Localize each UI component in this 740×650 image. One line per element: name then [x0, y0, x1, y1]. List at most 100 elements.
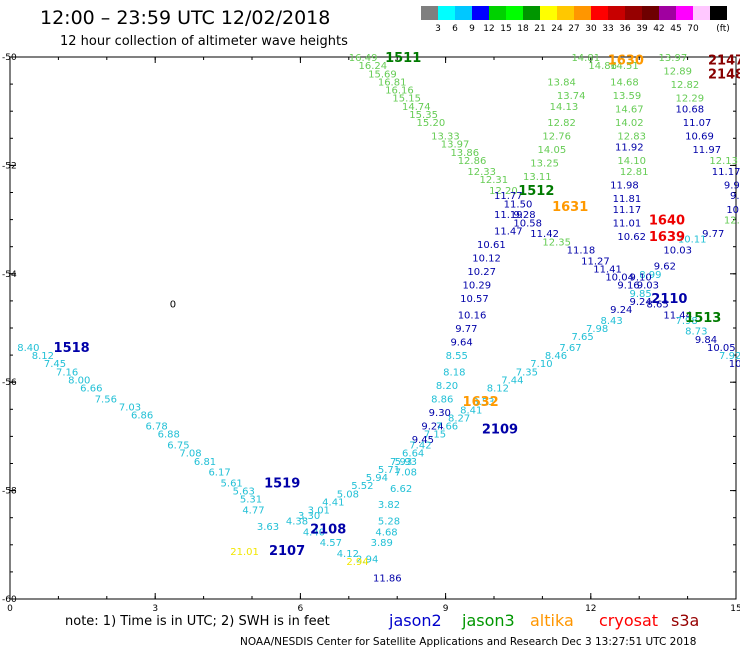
swh-value: 11.47: [494, 226, 523, 237]
colorbar-label: 36: [619, 24, 631, 34]
pass-label: 1511: [385, 51, 421, 66]
swh-value: 12.86: [458, 156, 487, 167]
y-tick-label: -58: [2, 487, 17, 497]
swh-value: 4.41: [322, 497, 344, 508]
swh-value: 4.77: [242, 506, 264, 517]
swh-value: 12.13: [709, 156, 738, 167]
swh-value: 7.93: [390, 457, 412, 468]
swh-value: 9.85: [630, 289, 652, 300]
swh-value: 7.67: [559, 343, 581, 354]
swh-value: 7.35: [516, 367, 538, 378]
pass-label: 1640: [649, 214, 685, 229]
swh-value: 10.62: [617, 232, 646, 243]
swh-value: 11.17: [712, 167, 740, 178]
satellite-altika: altika: [530, 611, 574, 630]
data-points: 16.4916.2415.6916.8116.1615.1514.7415.35…: [17, 53, 740, 584]
colorbar-label: 3: [435, 24, 441, 34]
swh-value: 8.86: [431, 394, 453, 405]
swh-value: 16.16: [385, 86, 414, 97]
colorbar-label: 9: [469, 24, 475, 34]
swh-value: 9.9: [724, 180, 740, 191]
swh-value: 12.82: [671, 80, 700, 91]
swh-value: 3.01: [308, 506, 330, 517]
swh-value: 13.97: [659, 53, 688, 64]
colorbar-swatch: [506, 6, 523, 20]
pass-label: 1639: [649, 230, 685, 245]
colorbar-label: (ft): [716, 24, 730, 34]
pass-label: 1631: [552, 200, 588, 215]
swh-value: 5.28: [378, 516, 400, 527]
colorbar-swatch: [455, 6, 472, 20]
swh-value: 13.74: [557, 91, 586, 102]
swh-value: 11.44: [663, 310, 692, 321]
swh-value: 8.18: [443, 367, 465, 378]
colorbar-label: 27: [568, 24, 579, 34]
swh-value: 9.28: [513, 210, 535, 221]
swh-value: 14.13: [550, 102, 579, 113]
swh-value: 11.01: [613, 218, 642, 229]
swh-value: 12.29: [676, 94, 705, 105]
swh-value: 5.71: [378, 465, 400, 476]
swh-value: 14.86: [588, 61, 617, 72]
colorbar-swatch: [625, 6, 642, 20]
y-tick-label: -60: [2, 595, 17, 605]
swh-value: 3.63: [257, 522, 279, 533]
colorbar-label: 30: [585, 24, 597, 34]
swh-value: 8.73: [685, 327, 707, 338]
colorbar-label: 15: [500, 24, 511, 34]
swh-value: 10.29: [463, 281, 492, 292]
pass-label: 1513: [685, 311, 721, 326]
footer-credit: NOAA/NESDIS Center for Satellite Applica…: [240, 636, 696, 648]
swh-value: 15.69: [368, 69, 397, 80]
swh-value: 16.81: [378, 77, 407, 88]
satellite-jason3: jason3: [461, 611, 515, 630]
swh-value: 10.04: [605, 273, 634, 284]
swh-value: 7.98: [676, 316, 698, 327]
swh-value: 7.66: [436, 422, 458, 433]
pass-label: 1632: [463, 395, 499, 410]
swh-value: 11.98: [610, 180, 639, 191]
swh-value: 10.16: [458, 310, 487, 321]
pass-label: 1519: [264, 476, 300, 491]
swh-value: 8.40: [17, 343, 39, 354]
swh-value: 5.08: [337, 489, 359, 500]
colorbar-label: 21: [534, 24, 545, 34]
satellite-s3a: s3a: [671, 611, 699, 630]
swh-value: 6.66: [80, 384, 102, 395]
swh-value: 14.05: [538, 145, 567, 156]
swh-value: 14.10: [617, 156, 646, 167]
colorbar-swatch: [642, 6, 659, 20]
swh-value: 9.10: [630, 273, 652, 284]
satellite-jason2: jason2: [388, 611, 442, 630]
swh-value: 7.42: [409, 441, 431, 452]
colorbar-label: 12: [483, 24, 494, 34]
colorbar-swatch: [659, 6, 676, 20]
swh-value: 12.5: [724, 216, 740, 227]
swh-value: 15.20: [417, 118, 446, 129]
swh-value: 9.24: [610, 305, 632, 316]
colorbar-label: 24: [551, 24, 563, 34]
swh-value: 10.11: [678, 235, 707, 246]
x-tick-label: 6: [298, 604, 304, 614]
swh-value: 10.61: [477, 240, 506, 251]
pass-label: 2148: [708, 67, 740, 82]
swh-value: 14.81: [571, 53, 600, 64]
colorbar-legend: 3 6 9 12 15 18 21 24 27 30 33 36 39 42 45 70 (ft): [421, 6, 730, 34]
swh-value: 13.86: [450, 148, 479, 159]
swh-value: 5.93: [395, 457, 417, 468]
swh-value: 4.68: [375, 527, 397, 538]
pass-label: 1512: [518, 184, 554, 199]
swh-value: 12.33: [467, 167, 496, 178]
swh-value: 12.81: [620, 167, 649, 178]
swh-value: 14.51: [610, 61, 639, 72]
footer-note: note: 1) Time is in UTC; 2) SWH is in fe…: [65, 614, 330, 629]
swh-value: 10.: [726, 205, 740, 216]
swh-value: 8.43: [600, 316, 622, 327]
swh-value: 9.77: [702, 229, 724, 240]
swh-value: 6.17: [208, 468, 230, 479]
swh-value: 13.11: [523, 172, 552, 183]
swh-value: 8.65: [646, 300, 668, 311]
satellite-cryosat: cryosat: [599, 611, 658, 630]
swh-value: 6.86: [131, 411, 153, 422]
swh-value: 11.50: [504, 199, 533, 210]
